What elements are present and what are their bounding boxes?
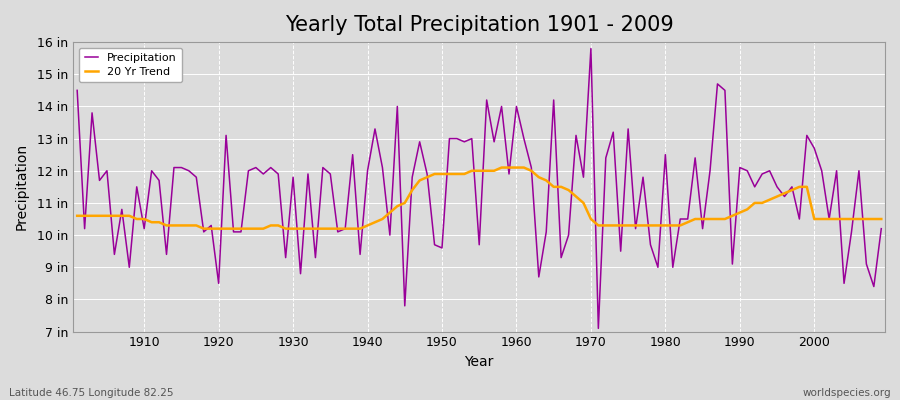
Precipitation	[876, 226, 886, 231]
Precipitation	[72, 88, 83, 93]
20 Yr Trend	[876, 217, 886, 222]
20 Yr Trend	[72, 213, 83, 218]
Precipitation	[340, 226, 351, 231]
Legend: Precipitation, 20 Yr Trend: Precipitation, 20 Yr Trend	[79, 48, 182, 82]
Precipitation	[511, 104, 522, 109]
Text: worldspecies.org: worldspecies.org	[803, 388, 891, 398]
Precipitation	[616, 249, 626, 254]
X-axis label: Year: Year	[464, 355, 494, 369]
Title: Yearly Total Precipitation 1901 - 2009: Yearly Total Precipitation 1901 - 2009	[284, 15, 673, 35]
Precipitation	[593, 326, 604, 331]
20 Yr Trend	[302, 226, 313, 231]
20 Yr Trend	[518, 165, 529, 170]
Precipitation	[504, 172, 515, 176]
Precipitation	[295, 271, 306, 276]
Line: Precipitation: Precipitation	[77, 48, 881, 328]
20 Yr Trend	[131, 217, 142, 222]
Y-axis label: Precipitation: Precipitation	[15, 143, 29, 230]
Line: 20 Yr Trend: 20 Yr Trend	[77, 168, 881, 229]
Precipitation	[586, 46, 597, 51]
Text: Latitude 46.75 Longitude 82.25: Latitude 46.75 Longitude 82.25	[9, 388, 174, 398]
20 Yr Trend	[198, 226, 209, 231]
20 Yr Trend	[526, 168, 536, 173]
Precipitation	[131, 184, 142, 189]
20 Yr Trend	[347, 226, 358, 231]
20 Yr Trend	[616, 223, 626, 228]
20 Yr Trend	[496, 165, 507, 170]
